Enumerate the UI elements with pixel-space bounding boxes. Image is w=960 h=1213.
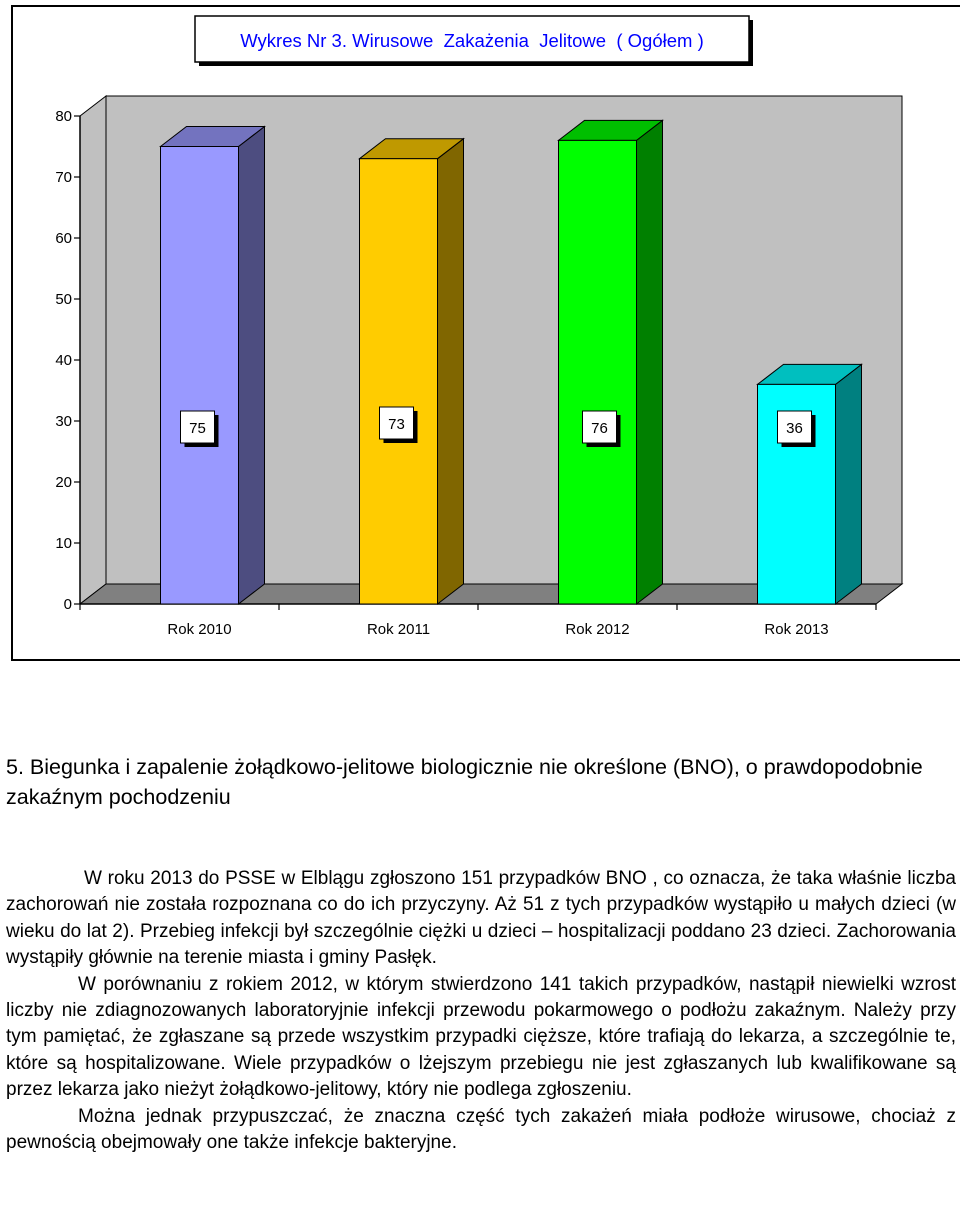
y-tick-label: 30 [55, 413, 72, 430]
y-tick-label: 20 [55, 474, 72, 491]
y-tick-label: 40 [55, 352, 72, 369]
data-label-box [582, 410, 617, 444]
paragraph-2: W porównaniu z rokiem 2012, w którym stw… [6, 973, 956, 1101]
y-tick-label: 70 [55, 169, 72, 186]
data-label: 73 [388, 416, 405, 433]
y-tick-label: 80 [55, 108, 72, 125]
paragraph-3: Można jednak przypuszczać, że znaczna cz… [6, 1105, 956, 1154]
x-tick-label: Rok 2010 [167, 621, 231, 638]
chart-title: Wykres Nr 3. Wirusowe Zakażenia Jelitowe… [240, 30, 704, 51]
x-tick-label: Rok 2012 [565, 621, 629, 638]
x-tick-label: Rok 2013 [764, 621, 828, 638]
bar [160, 146, 239, 605]
section-body: W roku 2013 do PSSE w Elblągu zgłoszono … [6, 866, 956, 1156]
y-tick-label: 0 [64, 596, 72, 613]
data-label-box [379, 406, 414, 440]
y-tick-label: 50 [55, 291, 72, 308]
bar [558, 139, 637, 605]
y-tick-label: 60 [55, 230, 72, 247]
data-label: 36 [786, 420, 803, 437]
data-label: 75 [189, 420, 206, 437]
section-heading: 5. Biegunka i zapalenie żołądkowo-jelito… [6, 755, 923, 809]
x-tick-label: Rok 2011 [367, 621, 430, 638]
data-label: 76 [591, 420, 608, 437]
plot-side-wall [79, 94, 107, 606]
bar-side [835, 363, 862, 606]
chart-title-box: Wykres Nr 3. Wirusowe Zakażenia Jelitowe… [194, 15, 753, 66]
bar [359, 158, 438, 605]
y-tick-label: 10 [55, 535, 72, 552]
bar-chart: Wykres Nr 3. Wirusowe Zakażenia Jelitowe… [11, 5, 960, 661]
bar-side [437, 137, 464, 606]
paragraph-1: W roku 2013 do PSSE w Elblągu zgłoszono … [6, 868, 956, 969]
bar-side [238, 125, 265, 606]
chart-title-background [194, 15, 750, 63]
data-label-box [777, 410, 812, 444]
plot-area: 0 10 20 30 40 50 60 70 80 75 Rok 2010 73 Rok 2011 76 R… [55, 94, 904, 638]
bar-side [636, 119, 663, 606]
data-label-box [180, 410, 215, 444]
